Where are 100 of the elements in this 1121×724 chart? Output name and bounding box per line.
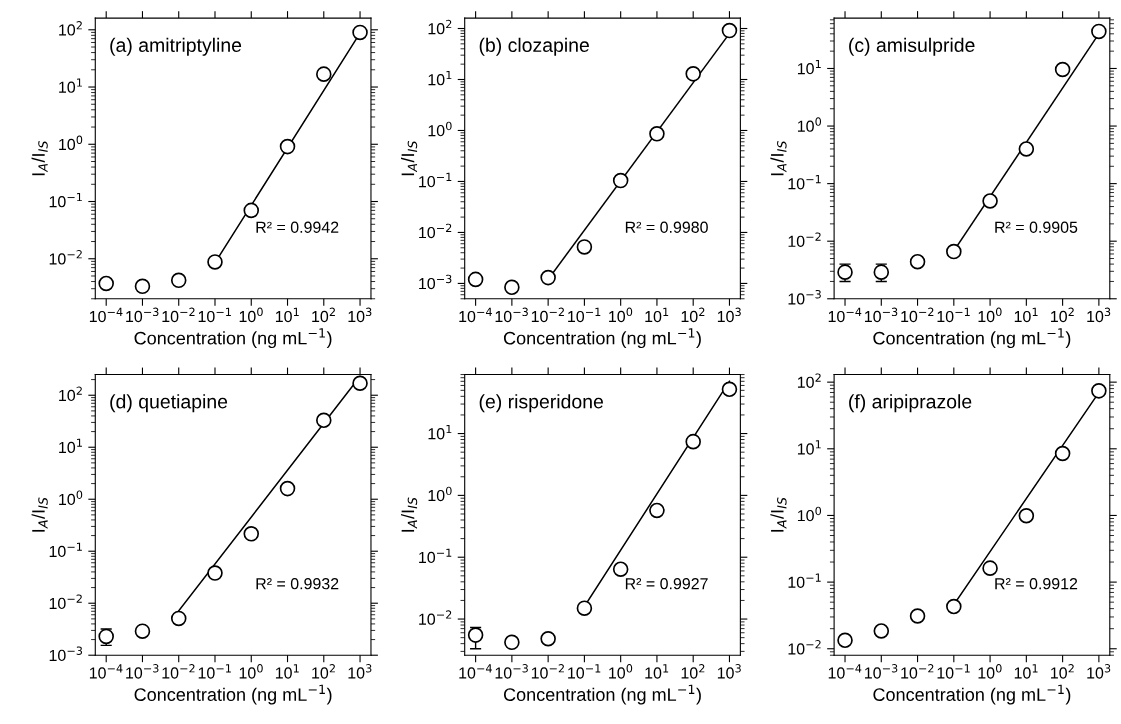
point — [467, 271, 484, 288]
y-axis-title: I$_{A}$/I$_{IS}$ — [400, 497, 418, 532]
text: (b) clozapine — [479, 37, 589, 56]
y-tick-label: 10$^{2}$ — [59, 21, 82, 36]
y-tick-label: 10$^{−2}$ — [419, 223, 452, 239]
y-tick-label: 10$^{−3}$ — [49, 646, 82, 662]
point — [170, 610, 187, 627]
y-tick-label: 10$^{0}$ — [428, 486, 452, 502]
x-tick-label: 10$^{−4}$ — [89, 664, 123, 679]
x-tick-label: 10$^{−2}$ — [901, 664, 934, 679]
x-tick-label: 10$^{−4}$ — [828, 664, 862, 679]
x-tick-label: 10$^{1}$ — [645, 307, 669, 323]
y-tick-label: 10$^{−1}$ — [49, 192, 82, 208]
point — [540, 630, 556, 647]
x-axis-title: Concentration (ng mL$^{−1}$) — [503, 328, 701, 349]
point — [721, 22, 738, 39]
x-tick-label: 10$^{2}$ — [681, 664, 705, 679]
x-tick-label: 10$^{2}$ — [681, 307, 705, 323]
x-tick-label: 10$^{−1}$ — [937, 307, 970, 323]
y-tick-label: 10$^{−2}$ — [788, 232, 821, 248]
x-axis-title: Concentration (ng mL$^{−1}$) — [873, 684, 1071, 705]
y-tick-label: 10$^{1}$ — [59, 78, 82, 93]
point — [721, 381, 738, 398]
x-tick-label: 10$^{2}$ — [1051, 307, 1074, 323]
x-tick-label: 10$^{1}$ — [645, 664, 669, 679]
y-axis-title: I$_{A}$/I$_{IS}$ — [770, 497, 787, 532]
annotation: R² = 0.9942 — [256, 221, 339, 233]
annotation: R² = 0.9905 — [995, 221, 1078, 233]
point — [649, 126, 665, 142]
point — [352, 375, 368, 392]
x-tick-label: 10$^{3}$ — [1087, 307, 1111, 323]
x-tick-label: 10$^{1}$ — [275, 307, 299, 323]
x-tick-label: 10$^{0}$ — [978, 307, 1002, 323]
point — [279, 480, 296, 497]
point — [207, 254, 223, 270]
point — [685, 433, 701, 450]
y-tick-label: 10$^{0}$ — [59, 490, 83, 506]
y-tick-label: 10$^{1}$ — [428, 70, 452, 86]
point — [837, 632, 853, 649]
text: (d) quetiapine — [110, 394, 228, 413]
x-tick-label: 10$^{0}$ — [609, 664, 633, 679]
point — [207, 565, 223, 581]
y-tick-label: 10$^{−3}$ — [419, 274, 452, 290]
x-axis-title: Concentration (ng mL$^{−1}$) — [134, 684, 332, 705]
annotation: R² = 0.9927 — [625, 578, 708, 590]
point — [946, 243, 962, 260]
y-tick-label: 10$^{−2}$ — [49, 250, 82, 265]
x-tick-label: 10$^{2}$ — [312, 664, 335, 679]
point — [576, 600, 593, 616]
y-axis-title: I$_{A}$/I$_{IS}$ — [31, 497, 48, 532]
y-tick-label: 10$^{0}$ — [797, 117, 822, 132]
x-tick-label: 10$^{3}$ — [348, 307, 372, 323]
point — [504, 279, 520, 296]
y-axis-title: I$_{A}$/I$_{IS}$ — [770, 140, 787, 176]
x-tick-label: 10$^{1}$ — [1014, 664, 1038, 679]
point — [612, 561, 629, 577]
point — [1054, 61, 1071, 78]
x-axis-title: Concentration (ng mL$^{−1}$) — [873, 328, 1071, 349]
x-tick-label: 10$^{−2}$ — [531, 307, 564, 323]
y-axis-title: I$_{A}$/I$_{IS}$ — [400, 140, 418, 176]
y-tick-label: 10$^{−2}$ — [49, 594, 82, 610]
x-tick-label: 10$^{−4}$ — [459, 664, 492, 679]
point — [352, 24, 368, 41]
x-tick-label: 10$^{−1}$ — [198, 307, 231, 323]
x-tick-label: 10$^{−1}$ — [568, 664, 601, 679]
point — [243, 526, 260, 542]
text: (f) aripiprazole — [849, 394, 972, 413]
x-tick-label: 10$^{0}$ — [239, 307, 263, 323]
annotation: R² = 0.9912 — [995, 578, 1078, 590]
annotation: R² = 0.9932 — [256, 578, 339, 590]
point — [1018, 507, 1035, 524]
y-tick-label: 10$^{1}$ — [797, 59, 821, 75]
y-tick-label: 10$^{−1}$ — [419, 172, 452, 188]
x-tick-label: 10$^{3}$ — [348, 664, 372, 679]
y-tick-label: 10$^{0}$ — [428, 121, 452, 137]
point — [279, 138, 296, 155]
point — [1091, 23, 1107, 40]
x-tick-label: 10$^{−2}$ — [901, 307, 934, 323]
text: (e) risperidone — [479, 394, 603, 413]
y-tick-label: 10$^{1}$ — [59, 438, 82, 454]
x-tick-label: 10$^{3}$ — [717, 664, 741, 679]
point — [946, 598, 962, 615]
point — [612, 172, 629, 189]
point — [504, 634, 520, 651]
x-tick-label: 10$^{−2}$ — [162, 307, 195, 323]
text: (c) amisulpride — [849, 37, 975, 56]
point — [982, 193, 998, 209]
x-tick-label: 10$^{−4}$ — [89, 307, 123, 323]
annotation: R² = 0.9980 — [625, 221, 708, 233]
x-tick-label: 10$^{1}$ — [1014, 307, 1038, 323]
point — [540, 269, 556, 286]
text: (a) amitriptyline — [110, 37, 242, 56]
x-tick-label: 10$^{−4}$ — [828, 307, 862, 323]
point — [873, 623, 890, 639]
point — [1018, 141, 1035, 157]
x-tick-label: 10$^{−3}$ — [126, 664, 159, 679]
x-tick-label: 10$^{−1}$ — [568, 307, 601, 323]
point — [316, 66, 332, 82]
point — [170, 272, 187, 289]
x-tick-label: 10$^{3}$ — [717, 307, 741, 323]
